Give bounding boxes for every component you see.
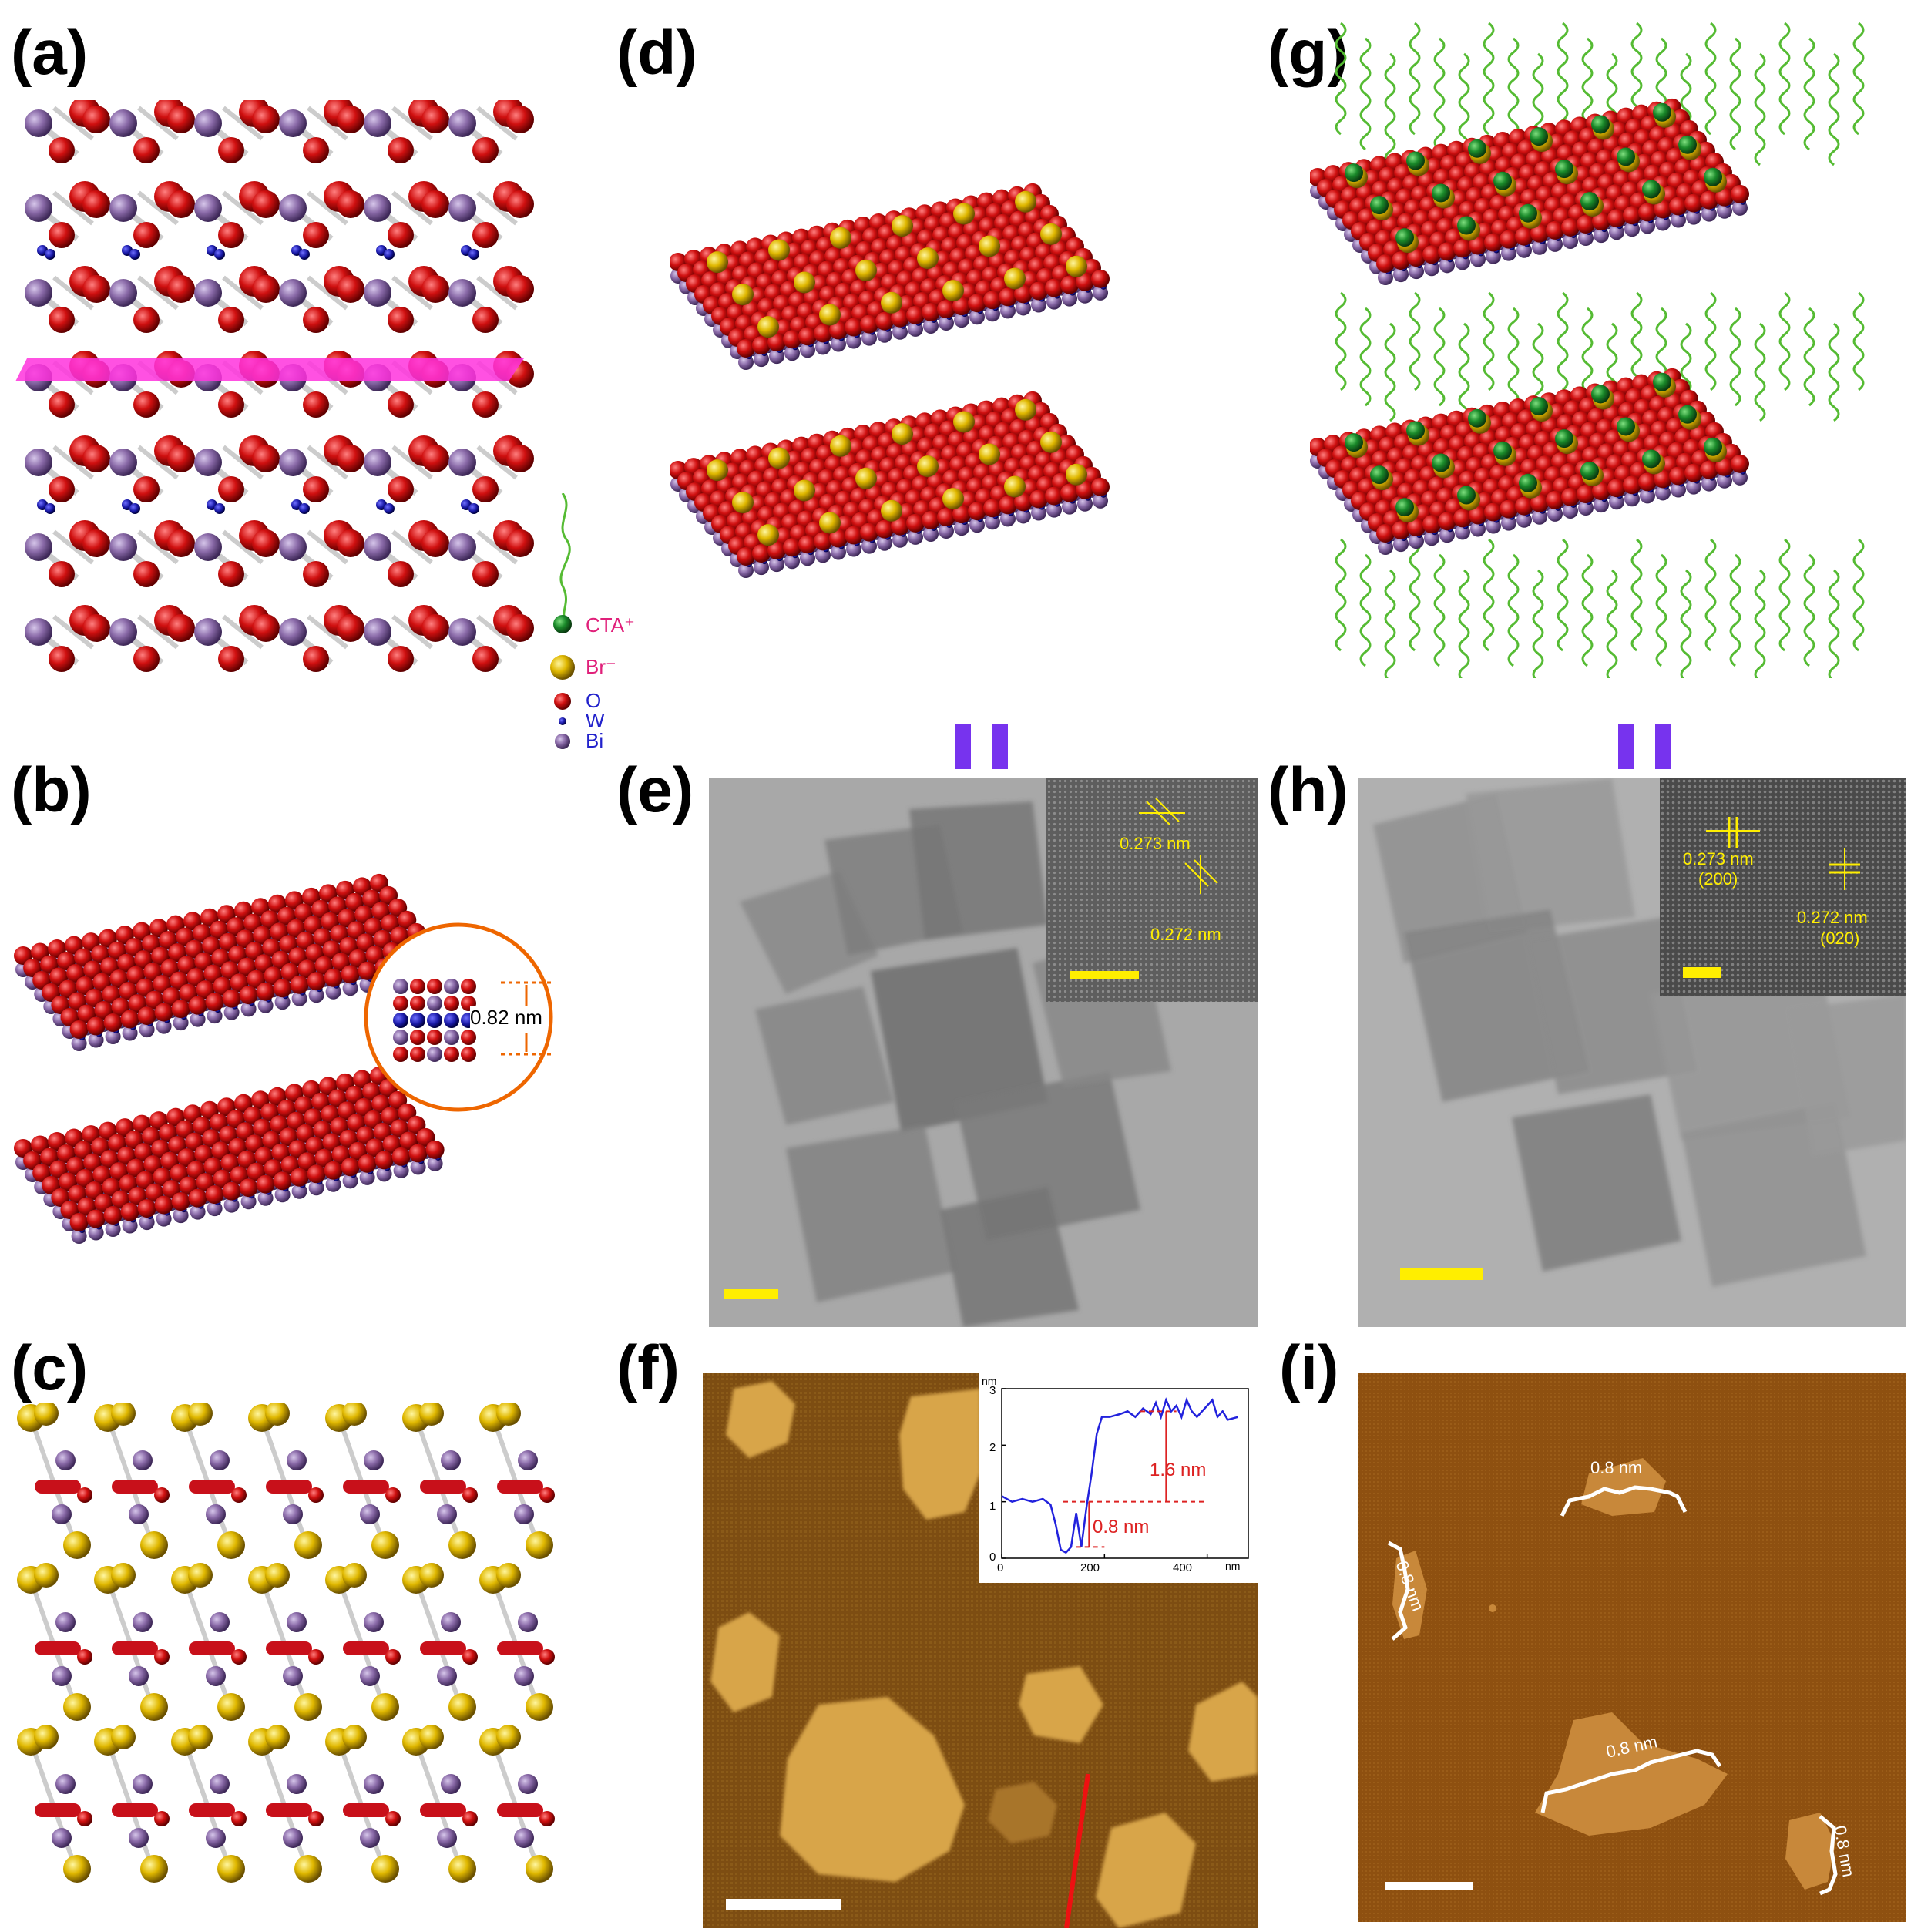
panel-label-e: (e) <box>616 755 694 825</box>
panel-label-c: (c) <box>11 1333 89 1403</box>
e-inset-d1-label: 0.273 nm <box>1120 834 1191 853</box>
h-hrtem-inset: 0.273 nm (200) 0.272 nm (020) <box>1660 778 1906 996</box>
legend-bi-label: Bi <box>586 729 604 752</box>
panel-c-crystal-structure <box>8 1403 593 1927</box>
panel-label-i: (i) <box>1279 1333 1339 1403</box>
f-inset-ytick-1: 1 <box>989 1500 996 1513</box>
panel-b-stacked-layers: 0.82 nm <box>8 840 609 1302</box>
f-inset-x-unit: nm <box>1225 1560 1241 1572</box>
equals-marker-right-1 <box>1618 724 1634 769</box>
b-spacing-label: 0.82 nm <box>470 1006 542 1030</box>
i-label-1: 0.8 nm <box>1590 1458 1643 1477</box>
panel-label-f: (f) <box>616 1333 680 1403</box>
panel-label-a: (a) <box>11 18 89 88</box>
f-inset-ytick-3: 3 <box>989 1384 996 1397</box>
equals-marker-right-2 <box>1655 724 1671 769</box>
f-inset-xtick-400: 400 <box>1173 1561 1193 1574</box>
legend-o-label: O <box>586 689 602 712</box>
h-inset-hkl1-label: (200) <box>1698 869 1738 889</box>
f-inset-xtick-0: 0 <box>997 1561 1004 1574</box>
panel-label-b: (b) <box>11 755 92 825</box>
f-inset-ytick-0: 0 <box>989 1551 996 1564</box>
panel-label-d: (d) <box>616 18 697 88</box>
panel-d-br-intercalated-layers <box>670 170 1264 632</box>
panel-g-cta-intercalated-layers <box>1310 15 1919 678</box>
legend-br-label: Br⁻ <box>586 655 616 678</box>
f-inset-xtick-200: 200 <box>1080 1561 1100 1574</box>
panel-e-tem-image: 0.273 nm 0.272 nm <box>709 778 1258 1327</box>
equals-marker-left-1 <box>955 724 971 769</box>
panel-label-g: (g) <box>1268 18 1348 88</box>
panel-f-afm-image: nm nm 0 1 2 3 0 200 400 1.6 nm 0.8 nm <box>703 1373 1258 1928</box>
panel-label-h: (h) <box>1268 755 1348 825</box>
h-inset-hkl2-label: (020) <box>1820 929 1860 948</box>
panel-h-tem-image: 0.273 nm (200) 0.272 nm (020) <box>1358 778 1906 1327</box>
f-height-profile-inset: nm nm 0 1 2 3 0 200 400 1.6 nm 0.8 nm <box>979 1373 1258 1583</box>
legend-w-label: W <box>586 709 605 732</box>
equals-marker-left-2 <box>992 724 1008 769</box>
f-inset-ytick-2: 2 <box>989 1441 996 1454</box>
e-hrtem-inset: 0.273 nm 0.272 nm <box>1046 778 1258 1002</box>
f-step-2-label: 0.8 nm <box>1093 1517 1150 1537</box>
h-inset-d1-label: 0.273 nm <box>1683 849 1754 869</box>
f-step-1-label: 1.6 nm <box>1150 1460 1207 1480</box>
e-inset-d2-label: 0.272 nm <box>1150 925 1221 944</box>
legend-cta-label: CTA⁺ <box>586 613 635 637</box>
f-inset-y-unit: nm <box>982 1375 997 1387</box>
legend: CTA⁺ Br⁻ O W Bi <box>539 493 678 763</box>
panel-a-crystal-structure <box>8 100 539 740</box>
panel-i-afm-image: 0.8 nm 0.8 nm 0.8 nm 0.8 nm <box>1358 1373 1906 1922</box>
h-inset-d2-label: 0.272 nm <box>1797 908 1868 927</box>
